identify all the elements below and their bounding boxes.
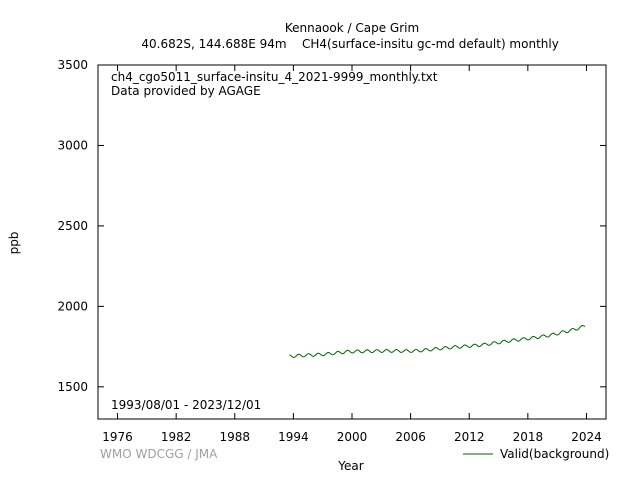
- y-tick-label: 1500: [57, 380, 88, 394]
- data-filename: ch4_cgo5011_surface-insitu_4_2021-9999_m…: [111, 70, 438, 84]
- y-tick-label: 3000: [57, 138, 88, 152]
- plot-area: [97, 64, 607, 420]
- chart-title: Kennaook / Cape Grim: [285, 21, 419, 35]
- data-provider: Data provided by AGAGE: [111, 84, 261, 98]
- chart-subtitle-parameter: CH4(surface-insitu gc-md default) monthl…: [302, 37, 559, 51]
- x-tick-label: 1982: [161, 430, 192, 444]
- x-tick-label: 2024: [571, 430, 602, 444]
- x-tick-label: 2000: [337, 430, 368, 444]
- y-tick-label: 2000: [57, 299, 88, 313]
- date-range: 1993/08/01 - 2023/12/01: [111, 398, 261, 412]
- legend: Valid(background): [463, 447, 609, 461]
- x-tick-label: 1994: [278, 430, 309, 444]
- y-axis-label: ppb: [7, 232, 21, 255]
- y-tick-label: 2500: [57, 219, 88, 233]
- series-line: [289, 324, 586, 358]
- y-tick-label: 3500: [57, 58, 88, 72]
- x-axis: 1976 1982 1988 1994 2000 2006 2012 2018 2024: [102, 65, 602, 444]
- y-axis: 1500 2000 2500 3000 3500: [57, 58, 606, 394]
- x-tick-label: 2012: [454, 430, 485, 444]
- series-layer: [289, 324, 586, 358]
- x-tick-label: 1988: [219, 430, 250, 444]
- x-axis-label: Year: [337, 459, 363, 473]
- x-tick-label: 2006: [395, 430, 426, 444]
- credit-text: WMO WDCGG / JMA: [100, 447, 218, 461]
- legend-label: Valid(background): [500, 447, 609, 461]
- x-tick-label: 1976: [102, 430, 133, 444]
- chart-subtitle-location: 40.682S, 144.688E 94m: [141, 37, 286, 51]
- x-tick-label: 2018: [513, 430, 544, 444]
